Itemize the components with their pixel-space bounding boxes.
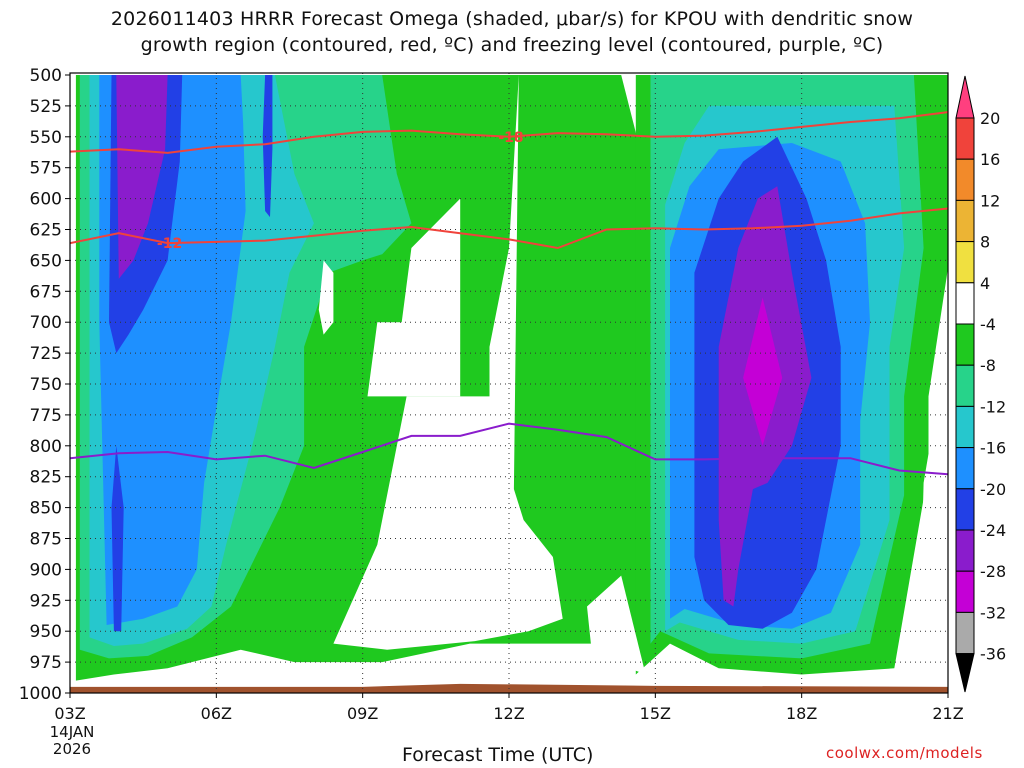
- plot-axes: 500 525 550 575 600 625 650 675 700 725 750 775 800 8…: [19, 66, 964, 758]
- colorbar-segment-5: [955, 282, 975, 325]
- x-axis-label: Forecast Time (UTC): [402, 744, 594, 766]
- credit-text: coolwx.com/models: [826, 744, 983, 762]
- white-region-1: [367, 198, 461, 397]
- y-tick-label-675: 675: [30, 282, 62, 302]
- y-tick-label-750: 750: [30, 375, 62, 395]
- x-tick-label-03Z: 03Z: [54, 704, 85, 723]
- colorbar-segment-1: [955, 117, 975, 160]
- y-tick-label-900: 900: [30, 560, 62, 580]
- colorbar-label-1: 16: [980, 150, 1000, 169]
- freezing-level-line: [70, 422, 948, 476]
- colorbar-label-5: -4: [980, 315, 996, 334]
- colorbar-segment-8: [955, 405, 975, 449]
- colorbar-segment-12: [955, 570, 975, 613]
- y-tick-label-950: 950: [30, 622, 62, 642]
- colorbar-segment-4: [955, 241, 975, 284]
- y-tick-label-725: 725: [30, 344, 62, 364]
- colorbar: 20 16 12 8 4 -4 -8 -12 -16 -20 -24 -28 -32 -36: [955, 75, 1006, 693]
- y-tick-label-825: 825: [30, 468, 62, 488]
- colorbar-label-2: 12: [980, 191, 1000, 210]
- colorbar-label-13: -36: [980, 645, 1006, 664]
- chart-title-line1: 2026011403 HRRR Forecast Omega (shaded, …: [110, 8, 914, 30]
- colorbar-label-6: -8: [980, 356, 996, 375]
- white-region-4: [918, 396, 948, 675]
- colorbar-segment-3: [955, 199, 975, 243]
- y-tick-label-525: 525: [30, 97, 62, 117]
- x-tick-sublabel-1: 2026: [53, 740, 91, 758]
- white-region-3: [587, 575, 646, 675]
- contour-lines: -18 -12: [70, 111, 948, 476]
- dgz-contour-1: [70, 207, 948, 250]
- y-tick-label-775: 775: [30, 406, 62, 426]
- omega-region-neg24-2: [262, 75, 273, 218]
- y-tick-label-800: 800: [30, 437, 62, 457]
- x-tick-label-18Z: 18Z: [786, 704, 817, 723]
- colorbar-label-3: 8: [980, 233, 990, 252]
- colorbar-label-12: -32: [980, 603, 1006, 622]
- colorbar-segment-13: [955, 611, 975, 655]
- colorbar-segment-11: [955, 529, 975, 572]
- colorbar-segment-2: [955, 158, 975, 201]
- x-tick-label-21Z: 21Z: [932, 704, 963, 723]
- x-tick-label-15Z: 15Z: [640, 704, 671, 723]
- y-tick-label-650: 650: [30, 251, 62, 271]
- colorbar-top-arrow: [955, 75, 975, 119]
- y-tick-label-700: 700: [30, 313, 62, 333]
- colorbar-label-7: -12: [980, 397, 1006, 416]
- y-tick-label-575: 575: [30, 159, 62, 179]
- colorbar-bottom-arrow: [955, 653, 975, 693]
- x-tick-label-06Z: 06Z: [201, 704, 232, 723]
- omega-region-neg32-0: [743, 297, 783, 446]
- y-tick-label-500: 500: [30, 66, 62, 86]
- y-tick-label-925: 925: [30, 591, 62, 611]
- x-tick-label-12Z: 12Z: [493, 704, 524, 723]
- dgz-contour-0: [70, 111, 948, 154]
- colorbar-label-9: -20: [980, 480, 1006, 499]
- y-tick-label-1000: 1000: [19, 684, 62, 704]
- white-region-2: [333, 75, 563, 650]
- y-tick-label-975: 975: [30, 653, 62, 673]
- y-tick-label-625: 625: [30, 221, 62, 241]
- y-tick-label-875: 875: [30, 530, 62, 550]
- omega-region-neg24-1: [111, 445, 124, 632]
- colorbar-segment-7: [955, 364, 975, 407]
- colorbar-label-10: -24: [980, 521, 1006, 540]
- dgz-contour-label-1: -12: [157, 236, 182, 252]
- omega-region-neg28-0: [116, 75, 168, 279]
- x-tick-sublabel-0: 14JAN: [50, 723, 95, 741]
- x-tick-label-09Z: 09Z: [347, 704, 378, 723]
- colorbar-segment-10: [955, 488, 975, 531]
- y-tick-label-600: 600: [30, 190, 62, 210]
- white-region-0: [318, 260, 334, 335]
- colorbar-label-8: -16: [980, 439, 1006, 458]
- chart-title-line2: growth region (contoured, red, ºC) and f…: [140, 34, 884, 56]
- colorbar-label-11: -28: [980, 562, 1006, 581]
- colorbar-label-0: 20: [980, 109, 1000, 128]
- y-tick-label-550: 550: [30, 128, 62, 148]
- dgz-contour-label-0: -18: [498, 130, 523, 146]
- colorbar-label-4: 4: [980, 274, 990, 293]
- y-tick-label-850: 850: [30, 499, 62, 519]
- plot-grid: [70, 73, 948, 693]
- white-zero-regions: [318, 75, 948, 675]
- colorbar-segment-9: [955, 447, 975, 490]
- colorbar-segment-6: [955, 323, 975, 366]
